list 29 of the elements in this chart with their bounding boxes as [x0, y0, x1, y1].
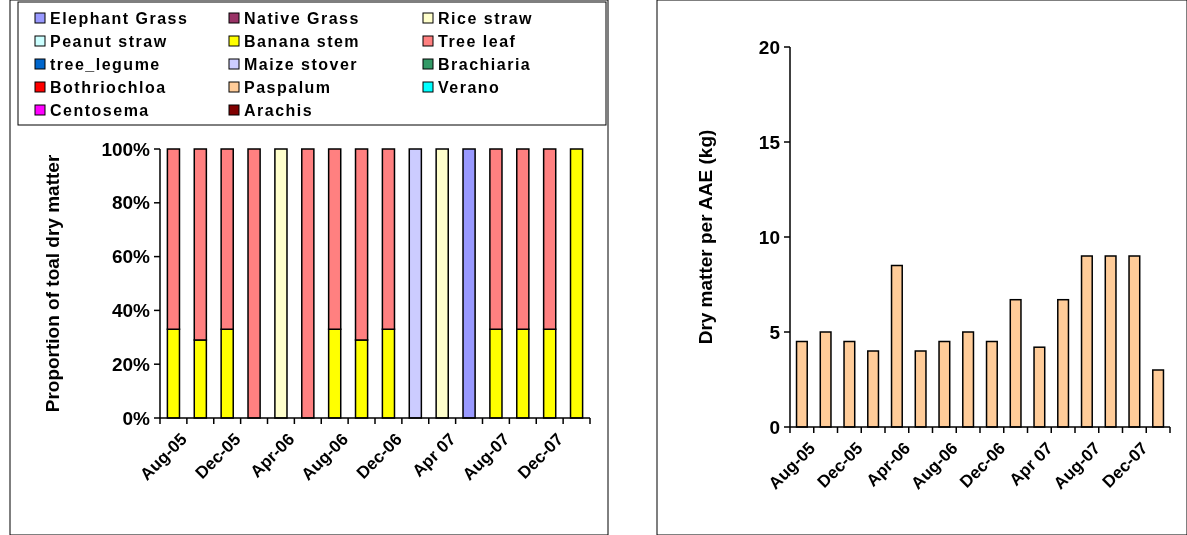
legend-label: Tree leaf [438, 32, 517, 50]
y-tick-label: 15 [758, 131, 781, 153]
x-tick-label: Apr 07 [1005, 438, 1057, 490]
y-tick-label: 100% [101, 138, 151, 160]
legend-label: Banana stem [244, 32, 361, 50]
y-axis-title: Proportion of toal dry matter [41, 154, 63, 413]
y-tick-label: 0% [122, 407, 151, 429]
y-tick-label: 5 [769, 321, 781, 343]
y-tick-label: 0 [769, 416, 780, 438]
legend-label: Paspalum [244, 78, 332, 96]
y-axis-title: Dry matter per AAE (kg) [694, 129, 716, 345]
legend-label: Bothriochloa [50, 78, 167, 96]
y-tick-label: 10 [758, 226, 780, 248]
legend-label: Peanut straw [50, 32, 168, 50]
legend-label: tree_legume [50, 55, 161, 73]
legend-label: Elephant Grass [50, 9, 189, 27]
legend-label: Rice straw [438, 9, 534, 27]
y-tick-label: 20 [758, 36, 780, 58]
legend-label: Brachiaria [438, 55, 532, 73]
legend-label: Arachis [244, 101, 314, 119]
y-tick-label: 80% [111, 192, 151, 214]
y-tick-label: 60% [111, 246, 151, 268]
x-tick-label: Apr 07 [408, 429, 460, 481]
legend-label: Centosema [50, 101, 150, 119]
y-tick-label: 20% [111, 353, 151, 375]
legend-label: Maize stover [244, 55, 359, 73]
legend-label: Verano [438, 78, 501, 96]
y-tick-label: 40% [111, 300, 151, 322]
legend-label: Native Grass [244, 9, 360, 27]
